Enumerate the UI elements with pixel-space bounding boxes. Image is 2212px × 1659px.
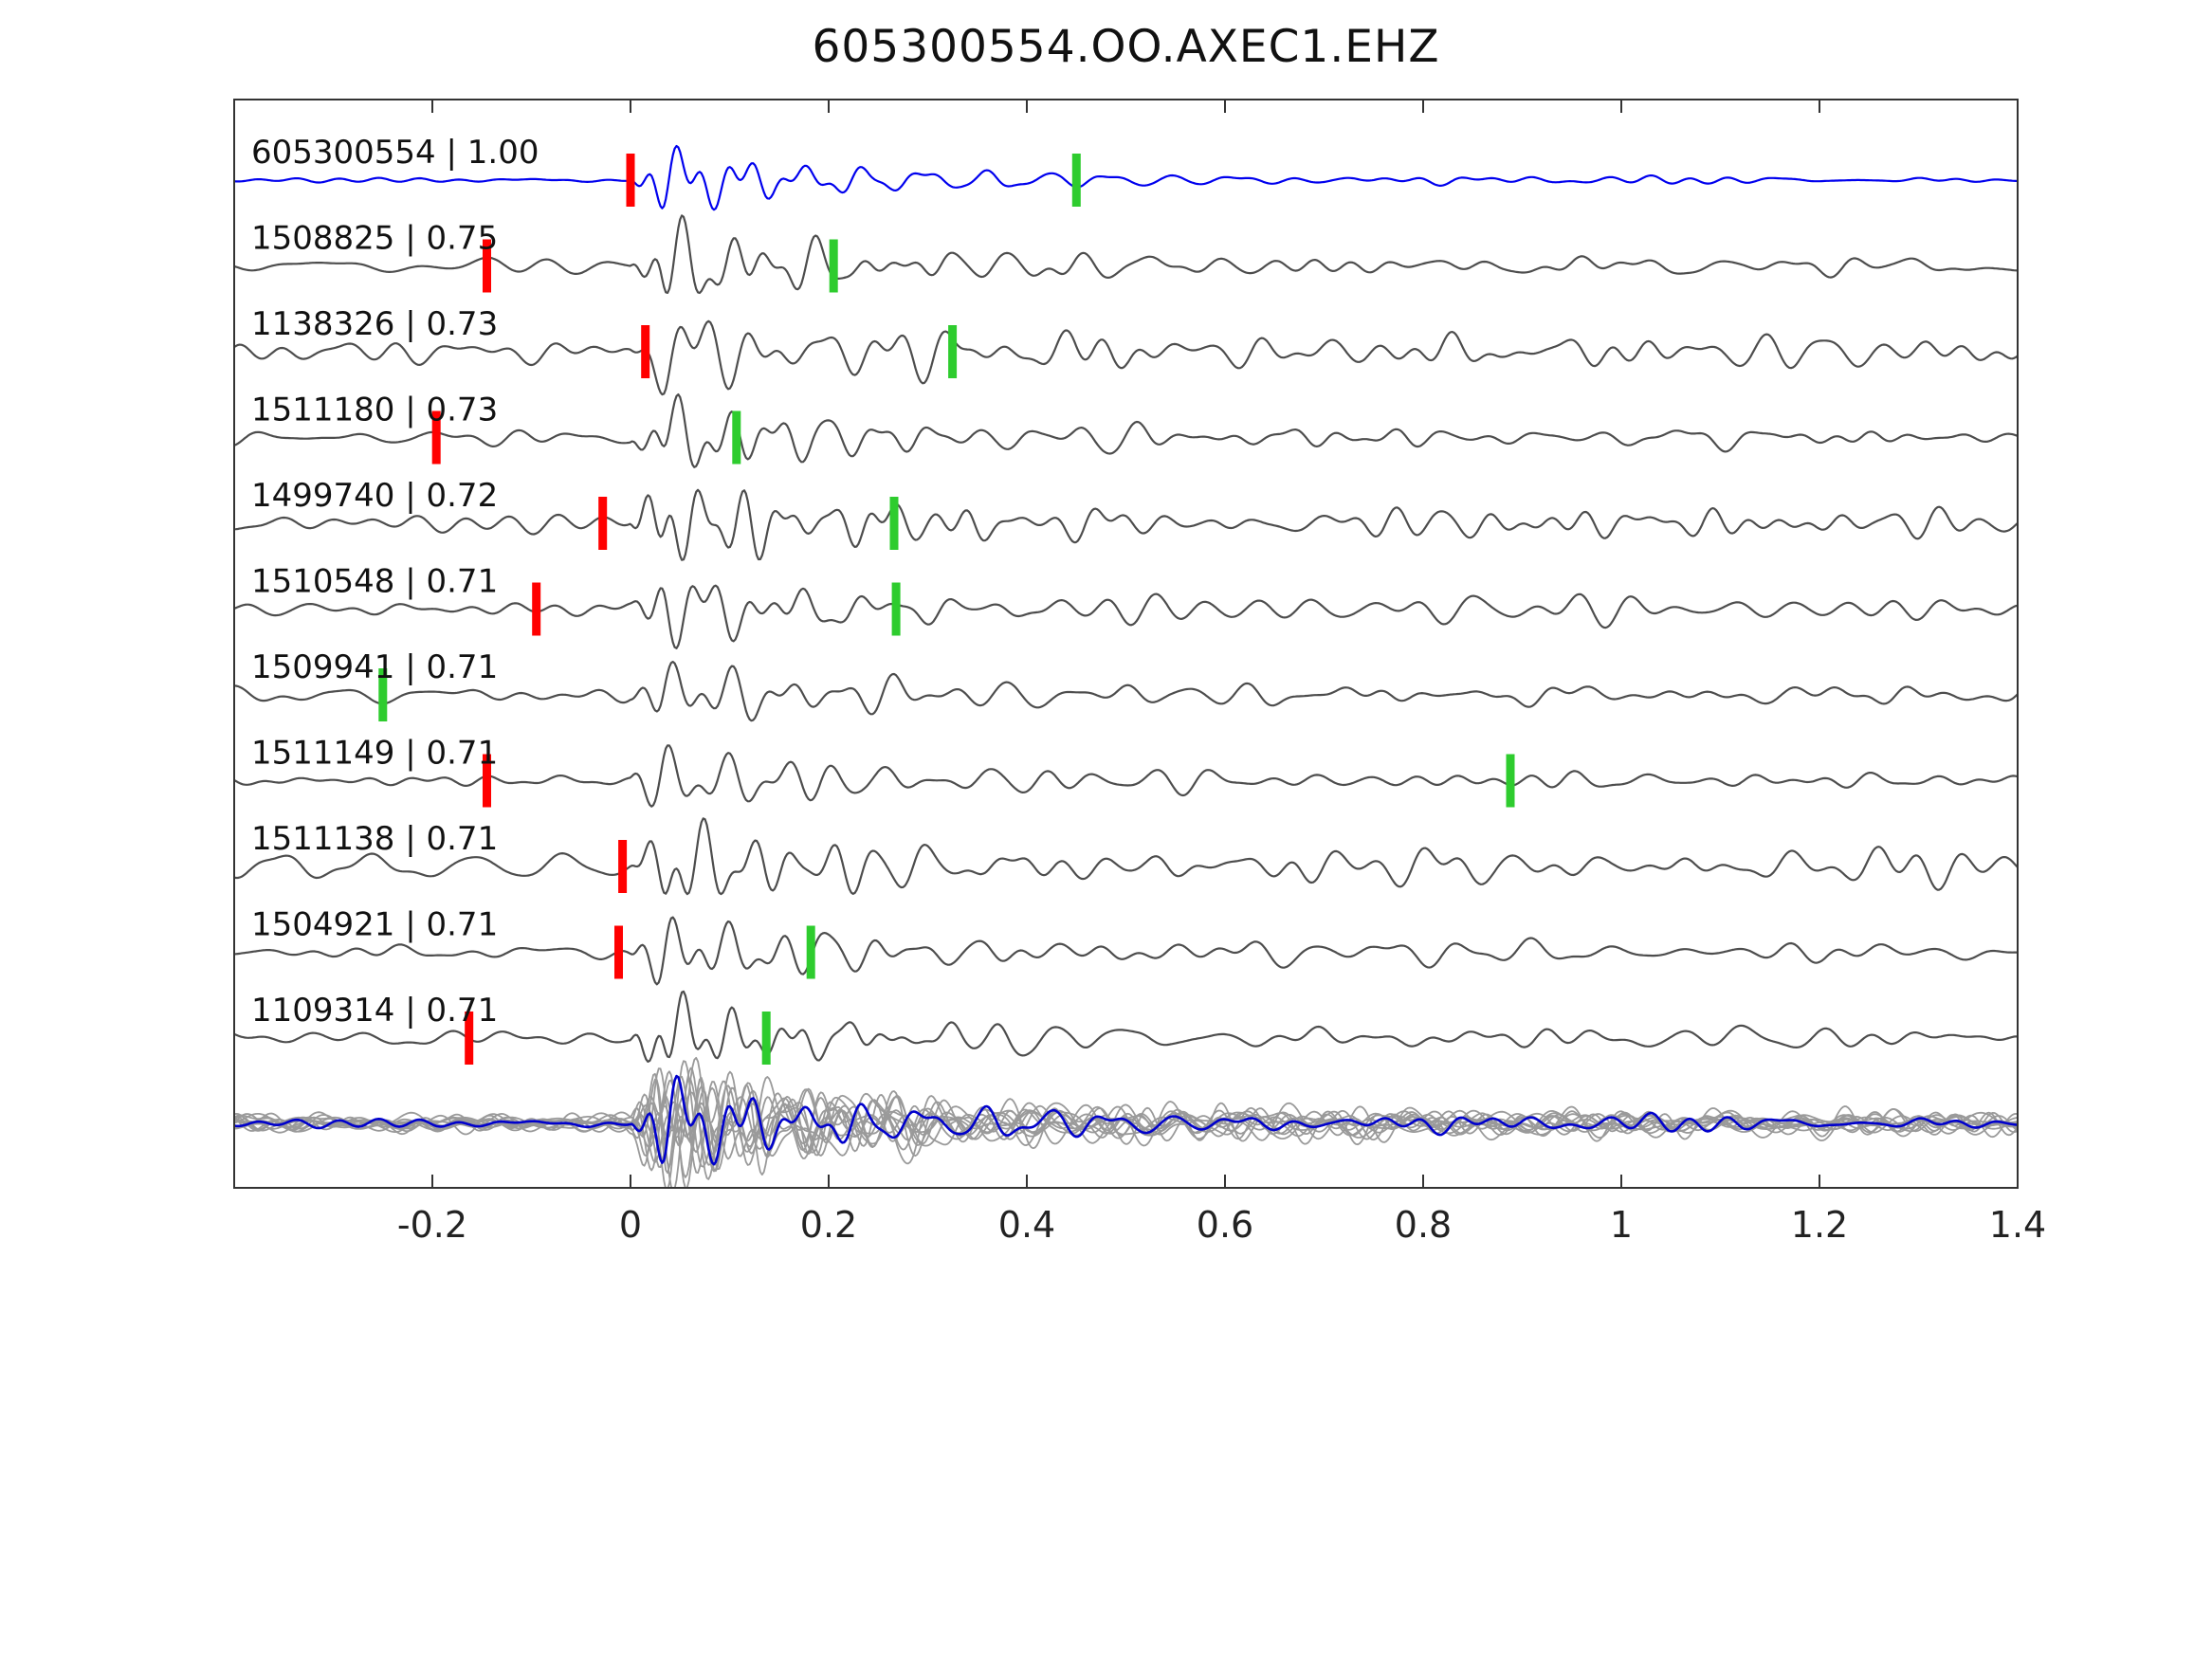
detection-trace: [234, 817, 2018, 896]
green-pick-marker: [889, 497, 899, 550]
green-pick-marker: [378, 668, 388, 721]
x-tick-label: 1.2: [1791, 1204, 1848, 1246]
detection-trace: [234, 661, 2018, 722]
trace-label: 1511180 | 0.73: [251, 392, 498, 429]
green-pick-marker: [829, 239, 838, 293]
detection-trace: [234, 488, 2018, 561]
x-tick-label: 1: [1610, 1204, 1633, 1246]
detection-trace: [234, 319, 2018, 396]
stack-member-trace: [234, 1060, 2018, 1188]
red-pick-marker: [626, 154, 635, 207]
stack-member-trace: [234, 1076, 2018, 1188]
green-pick-marker: [1506, 754, 1515, 808]
trace-label: 1504921 | 0.71: [251, 906, 498, 944]
x-tick-label: 0.4: [998, 1204, 1055, 1246]
trace-label: 1138326 | 0.73: [251, 305, 498, 343]
detection-trace: [234, 393, 2018, 468]
trace-label: 1509941 | 0.71: [251, 648, 498, 686]
trace-label: 1511149 | 0.71: [251, 735, 498, 773]
x-tick-label: 0.8: [1395, 1204, 1452, 1246]
red-pick-marker: [532, 582, 541, 636]
red-pick-marker: [598, 497, 608, 550]
x-tick-label: 1.4: [1989, 1204, 2046, 1246]
x-tick-label: 0: [619, 1204, 642, 1246]
red-pick-marker: [614, 925, 623, 979]
green-pick-marker: [806, 925, 815, 979]
x-tick-label: -0.2: [397, 1204, 467, 1246]
detection-trace: [234, 214, 2018, 295]
green-pick-marker: [891, 582, 901, 636]
red-pick-marker: [618, 840, 628, 893]
red-pick-marker: [483, 754, 491, 808]
trace-label: 1109314 | 0.71: [251, 992, 498, 1030]
detection-trace: [234, 916, 2018, 986]
trace-label: 605300554 | 1.00: [251, 134, 539, 172]
detection-trace: [234, 584, 2018, 649]
x-tick-label: 0.2: [800, 1204, 857, 1246]
trace-label: 1510548 | 0.71: [251, 563, 498, 601]
traces-group: [234, 144, 2018, 1188]
green-pick-marker: [732, 410, 741, 465]
stack-member-trace: [234, 1056, 2018, 1173]
figure-title: 605300554.OO.AXEC1.EHZ: [812, 21, 1440, 73]
green-pick-marker: [948, 325, 958, 378]
detection-trace: [234, 744, 2018, 808]
trace-label: 1499740 | 0.72: [251, 477, 498, 515]
green-pick-marker: [761, 1012, 771, 1065]
plot-border: [233, 99, 2019, 1189]
trace-label: 1508825 | 0.75: [251, 220, 498, 258]
template-trace: [234, 144, 2018, 211]
green-pick-marker: [1071, 154, 1081, 207]
red-pick-marker: [641, 325, 650, 378]
red-pick-marker: [483, 239, 491, 293]
trace-label: 1511138 | 0.71: [251, 820, 498, 858]
x-tick-label: 0.6: [1197, 1204, 1253, 1246]
stack-template-overlay: [234, 1074, 2018, 1166]
red-pick-marker: [465, 1012, 474, 1065]
stack-member-trace: [234, 1067, 2018, 1175]
red-pick-marker: [431, 410, 441, 465]
detection-trace: [234, 990, 2018, 1063]
